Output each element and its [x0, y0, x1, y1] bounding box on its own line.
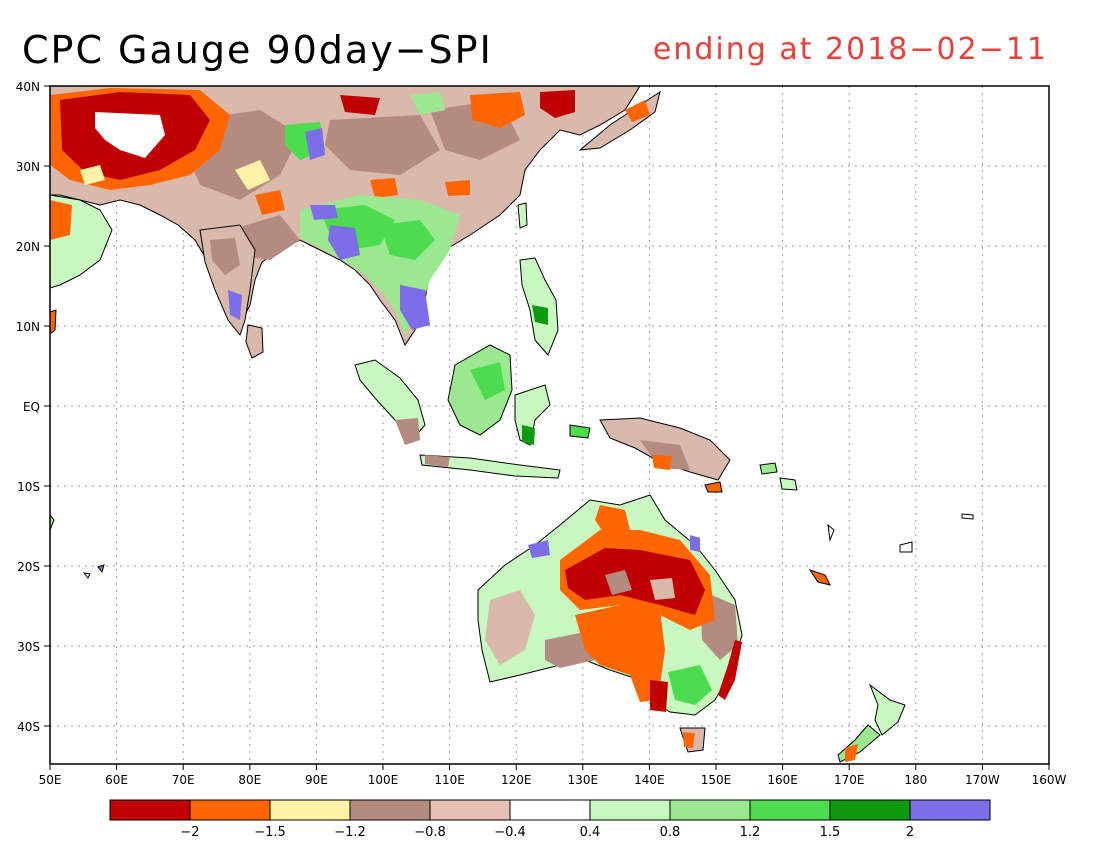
colorbar-swatch: [269, 799, 351, 821]
colorbar-label: 1.2: [740, 825, 761, 840]
lon-label-180: 180: [904, 773, 927, 787]
lat-label-10s: 10S: [17, 480, 40, 494]
colorbar-swatch: [909, 799, 991, 821]
colorbar-label: 2: [906, 825, 914, 840]
colorbar-swatch: [189, 799, 271, 821]
colorbar-label: −1.2: [334, 825, 366, 840]
australia-region: [477, 494, 743, 753]
colorbar-label: −1.5: [254, 825, 286, 840]
latitude-labels: 40N 30N 20N 10N EQ 10S 20S 30S 40S: [16, 80, 40, 734]
lat-label-30n: 30N: [16, 160, 40, 174]
lon-label-110e: 110E: [434, 773, 465, 787]
colorbar: −2 −1.5 −1.2 −0.8 −0.4 0.4 0.8 1.2 1.5 2: [109, 799, 991, 840]
colorbar-swatch: [429, 799, 511, 821]
lat-label-40n: 40N: [16, 80, 40, 94]
lon-label-140e: 140E: [634, 773, 665, 787]
colorbar-label: −2: [180, 825, 199, 840]
colorbar-label: 0.4: [580, 825, 601, 840]
lon-label-170w: 170W: [965, 773, 1000, 787]
colorbar-label: −0.4: [494, 825, 526, 840]
axis-ticks: [44, 85, 1050, 770]
lon-label-70e: 70E: [172, 773, 195, 787]
lat-label-10n: 10N: [16, 320, 40, 334]
lon-label-160e: 160E: [767, 773, 798, 787]
pacific-islands: [49, 309, 974, 763]
lon-label-80e: 80E: [238, 773, 261, 787]
colorbar-swatch: [669, 799, 751, 821]
lat-label-eq: EQ: [23, 400, 40, 414]
maritime-asia-region: [354, 257, 798, 493]
colorbar-label: 1.5: [820, 825, 841, 840]
asia-region: [49, 85, 661, 359]
colorbar-swatch: [829, 799, 911, 821]
colorbar-swatch: [509, 799, 591, 821]
lat-label-40s: 40S: [17, 720, 40, 734]
lon-label-130e: 130E: [568, 773, 599, 787]
lon-label-90e: 90E: [305, 773, 328, 787]
colorbar-label: 0.8: [660, 825, 681, 840]
colorbar-swatch: [349, 799, 431, 821]
lat-label-20s: 20S: [17, 560, 40, 574]
colorbar-swatch: [749, 799, 831, 821]
lat-label-30s: 30S: [17, 640, 40, 654]
colorbar-label: −0.8: [414, 825, 446, 840]
lon-label-150e: 150E: [701, 773, 732, 787]
map-date: ending at 2018−02−11: [652, 32, 1048, 67]
colorbar-swatch: [589, 799, 671, 821]
lon-label-160w: 160W: [1032, 773, 1067, 787]
lon-label-50e: 50E: [39, 773, 62, 787]
lat-label-20n: 20N: [16, 240, 40, 254]
lon-label-170e: 170E: [834, 773, 865, 787]
lon-label-100e: 100E: [368, 773, 399, 787]
longitude-labels: 50E 60E 70E 80E 90E 100E 110E 120E 130E …: [39, 773, 1067, 787]
colorbar-swatch: [109, 799, 191, 821]
lon-label-120e: 120E: [501, 773, 532, 787]
lon-label-60e: 60E: [105, 773, 128, 787]
plot-frame: [49, 85, 1050, 765]
map-title: CPC Gauge 90day−SPI: [22, 28, 493, 72]
